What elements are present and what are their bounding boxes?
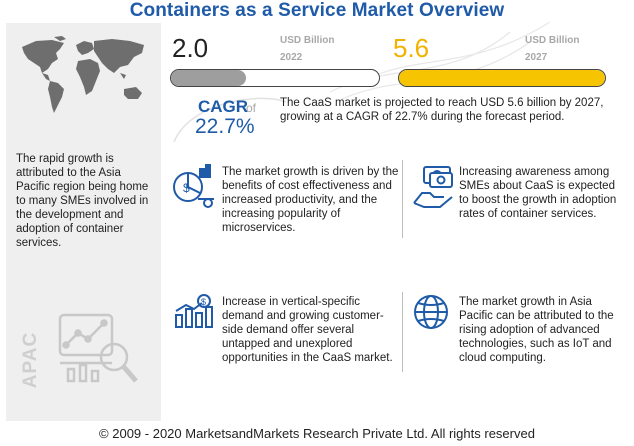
decorative-lines [330, 22, 551, 101]
insight-text-3: Increase in vertical-specific demand and… [222, 296, 393, 364]
insight-text-4: The market growth in Asia Pacific can be… [459, 296, 614, 364]
copyright-footer: © 2009 - 2020 MarketsandMarkets Research… [99, 426, 535, 441]
cagr-value: 22.7% [195, 115, 255, 138]
divider-bottom [402, 292, 403, 372]
market-bar-fill-2027 [399, 70, 605, 86]
cagr-label: CAGR [198, 97, 249, 116]
market-value-2022: 2.0 [172, 33, 209, 63]
market-value-2027: 5.6 [393, 33, 430, 63]
market-unit-2022: USD Billion 2022 [280, 35, 335, 63]
divider-top [402, 160, 403, 238]
analytics-magnifier-icon [58, 313, 138, 383]
svg-text:$: $ [183, 181, 190, 195]
cagr-of: of [246, 101, 257, 115]
bar-growth-dollar-icon: $ [175, 294, 213, 328]
cost-analysis-icon: $ [173, 164, 214, 208]
cagr-arc-decoration [173, 97, 287, 143]
globe-network-icon [414, 295, 448, 329]
region-label: APAC [20, 331, 42, 389]
market-summary-text: The CaaS market is projected to reach US… [280, 97, 604, 123]
page-title: Containers as a Service Market Overview [129, 0, 505, 21]
svg-text:$: $ [201, 297, 206, 307]
market-bar-2022 [170, 69, 380, 87]
insight-text-1: The market growth is driven by the benef… [222, 166, 399, 234]
money-awareness-icon [413, 166, 453, 208]
market-bar-fill-2022 [171, 70, 246, 86]
market-unit-2027: USD Billion 2027 [525, 35, 580, 63]
region-growth-text: The rapid growth is attributed to the As… [16, 153, 149, 249]
insight-text-2: Increasing awareness among SMEs about Ca… [459, 166, 617, 220]
left-panel: The rapid growth is attributed to the As… [6, 23, 161, 421]
market-bar-2027 [398, 69, 606, 87]
world-map-icon [22, 36, 144, 113]
